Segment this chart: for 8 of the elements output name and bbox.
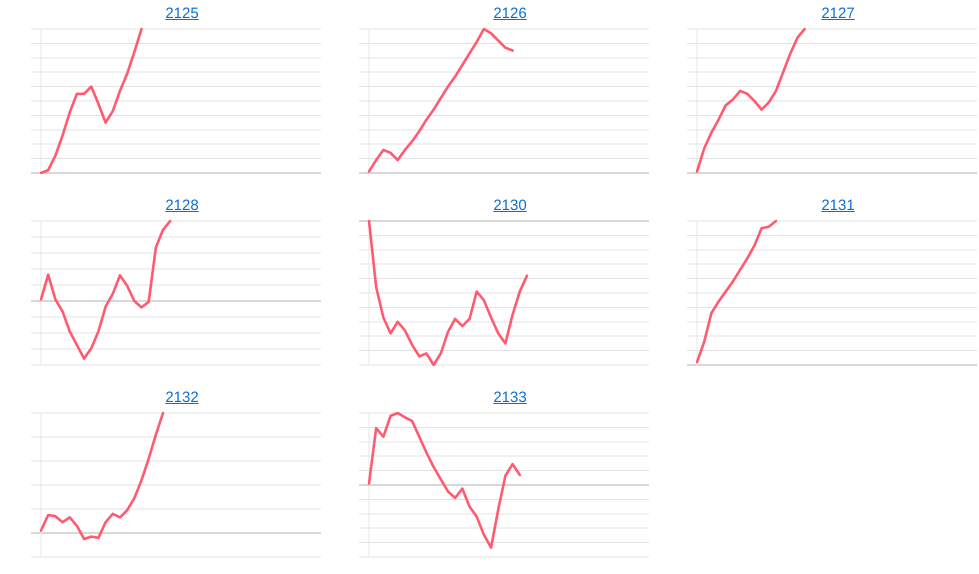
chart-title: 2132 bbox=[165, 389, 199, 406]
chart-title: 2133 bbox=[493, 389, 527, 406]
chart-title: 2128 bbox=[165, 197, 199, 214]
chart-title: 2131 bbox=[821, 197, 855, 214]
chart-title: 2125 bbox=[165, 5, 199, 22]
chart-title: 2130 bbox=[493, 197, 527, 214]
chart-title: 2126 bbox=[493, 5, 527, 22]
chart-title: 2127 bbox=[821, 5, 855, 22]
